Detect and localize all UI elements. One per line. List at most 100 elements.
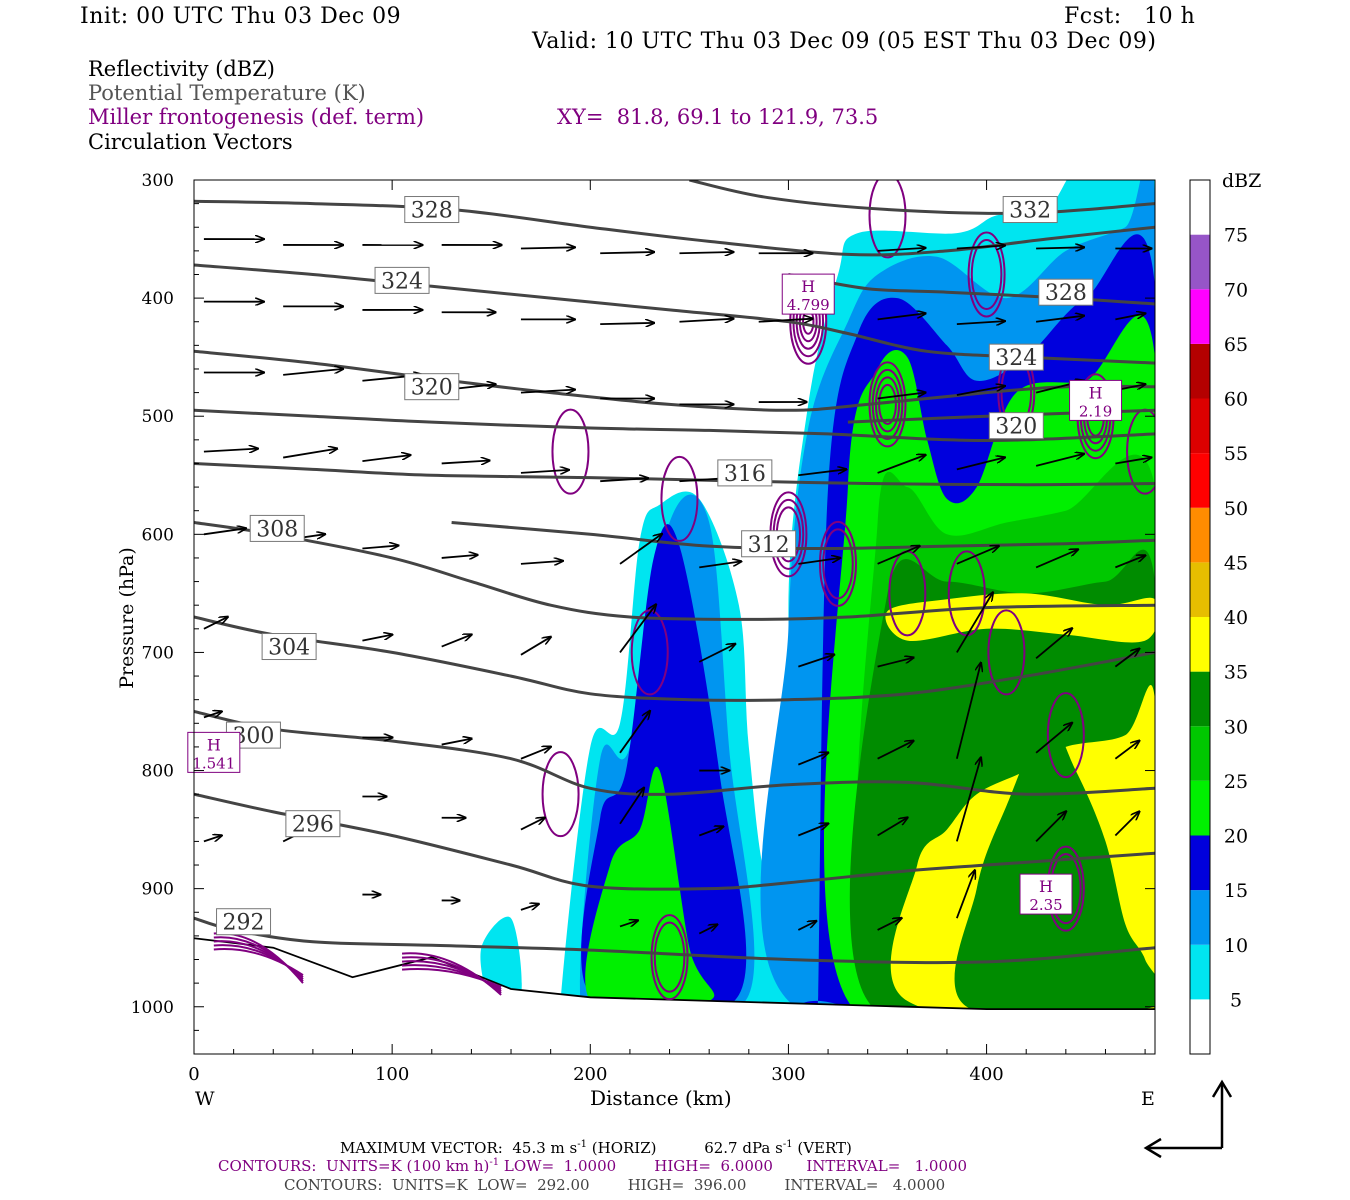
circulation-vector [283, 449, 337, 459]
circulation-vector [520, 561, 563, 564]
frontogenesis-max-value: 4.799 [787, 296, 830, 314]
circulation-vector [283, 369, 343, 376]
theta-contour-324 [194, 263, 1155, 365]
frontogenesis-max-letter: H [1039, 877, 1053, 896]
colorbar-swatch [1190, 726, 1210, 781]
theta-label-box [261, 633, 317, 661]
circulation-vector [956, 870, 975, 919]
colorbar-swatch [1190, 617, 1210, 672]
circulation-vector [1115, 313, 1145, 321]
colorbar-swatch [1190, 671, 1210, 727]
colorbar-swatch [1190, 835, 1210, 891]
circulation-vector [1035, 454, 1084, 467]
circulation-vector [203, 617, 228, 630]
colorbar-frame [1189, 179, 1211, 1055]
frontogenesis-max-value: 2.19 [1079, 402, 1112, 420]
frontogenesis-contour [1046, 692, 1085, 779]
theta-contour-292 [194, 916, 1155, 965]
init-time: Init: 00 UTC Thu 03 Dec 09 [80, 4, 402, 29]
frontogenesis-max-letter: H [801, 277, 815, 296]
colorbar-unit: dBZ [1222, 170, 1262, 192]
circulation-vector [1114, 812, 1139, 837]
theta-label-box [988, 343, 1044, 371]
frontogenesis-max-box [1069, 379, 1123, 421]
y-tick-label: 600 [142, 525, 174, 545]
theta-label-box [1038, 278, 1094, 306]
forecast-hour: Fcst: 10 h [1064, 4, 1196, 29]
colorbar-swatch [1190, 289, 1210, 344]
theta-contour-324 [194, 349, 1155, 412]
colorbar-tick-label: 5 [1230, 989, 1242, 1011]
y-tick-label: 300 [142, 171, 174, 191]
contours-fg-units: CONTOURS: UNITS=K (100 km h) [218, 1157, 490, 1175]
colorbar-swatch [1190, 780, 1210, 836]
frontogenesis-contour [987, 609, 1026, 696]
circulation-vector [203, 449, 258, 452]
max-vert-value: 62.7 dPa s [704, 1139, 783, 1157]
circulation-vector [441, 555, 478, 558]
circulation-vector [520, 247, 575, 248]
contours-theta-line: CONTOURS: UNITS=K LOW= 292.00 HIGH= 396.… [284, 1176, 946, 1194]
circulation-vector [797, 921, 816, 931]
theta-label: 320 [995, 415, 1037, 440]
max-horiz-tag: (HORIZ) [591, 1139, 657, 1157]
x-tick-label: 200 [573, 1064, 607, 1085]
legend-reflectivity: Reflectivity (dBZ) [88, 57, 276, 81]
x-tick-label: 0 [188, 1064, 199, 1085]
circulation-vector [1114, 741, 1139, 760]
frontogenesis-contour [650, 914, 689, 1001]
max-vector-label: MAXIMUM VECTOR: [340, 1139, 503, 1157]
colorbar-tick-label: 55 [1224, 443, 1248, 465]
y-tick-label: 1000 [131, 998, 174, 1018]
theta-contour-312 [451, 521, 1155, 551]
theta-label-box [404, 373, 460, 401]
circulation-vector [877, 818, 908, 837]
frontogenesis-contour [822, 528, 854, 600]
frontogenesis-max-box [781, 273, 835, 315]
circulation-vector [798, 824, 828, 837]
frontogenesis-contour [818, 520, 857, 607]
frontogenesis-surface-contour [213, 948, 304, 976]
west-label: W [195, 1088, 215, 1110]
theta-contour-304 [194, 615, 1155, 702]
frontogenesis-contour [653, 921, 686, 993]
cross-section-coordinates: XY= 81.8, 69.1 to 121.9, 73.5 [557, 105, 879, 129]
x-tick-label: 400 [969, 1064, 1003, 1085]
circulation-vector [619, 920, 638, 928]
colorbar-tick-label: 75 [1224, 225, 1248, 247]
circulation-vector [798, 558, 840, 565]
legend-circulation-vectors: Circulation Vectors [88, 130, 293, 154]
circulation-vector [1036, 316, 1084, 323]
circulation-vector [877, 546, 920, 565]
circulation-vector [798, 469, 846, 477]
y-tick-label: 400 [142, 289, 174, 309]
contours-fg-exponent: -1 [489, 1157, 500, 1168]
theta-label-box [225, 721, 281, 749]
theta-label: 332 [1009, 199, 1051, 224]
plot-frame [193, 179, 1156, 1055]
circulation-vector [520, 818, 545, 831]
circulation-vector [679, 319, 733, 322]
frontogenesis-contour [551, 408, 590, 495]
theta-contour-328 [788, 273, 1155, 306]
circulation-vector [600, 478, 648, 481]
frontogenesis-max-box [1019, 873, 1073, 915]
theta-label: 324 [381, 269, 423, 294]
colorbar-swatch [1190, 890, 1210, 945]
frontogenesis-contour [970, 238, 1003, 310]
reflectivity-region-30dbz [954, 722, 1155, 1018]
circulation-vector [956, 386, 1005, 396]
contours-frontogenesis-line: CONTOURS: UNITS=K (100 km h)-1 LOW= 1.00… [218, 1157, 967, 1175]
colorbar-tick-label: 25 [1224, 771, 1248, 793]
circulation-vector [877, 918, 902, 931]
circulation-vector [600, 252, 654, 253]
theta-contour-316 [194, 462, 1155, 487]
theta-label-box [374, 266, 430, 294]
circulation-vector [619, 604, 656, 653]
colorbar-tick-label: 40 [1224, 607, 1248, 629]
colorbar-tick-label: 30 [1224, 716, 1248, 738]
circulation-vector [877, 313, 926, 321]
circulation-vector [877, 393, 926, 400]
circulation-vector [520, 470, 569, 473]
